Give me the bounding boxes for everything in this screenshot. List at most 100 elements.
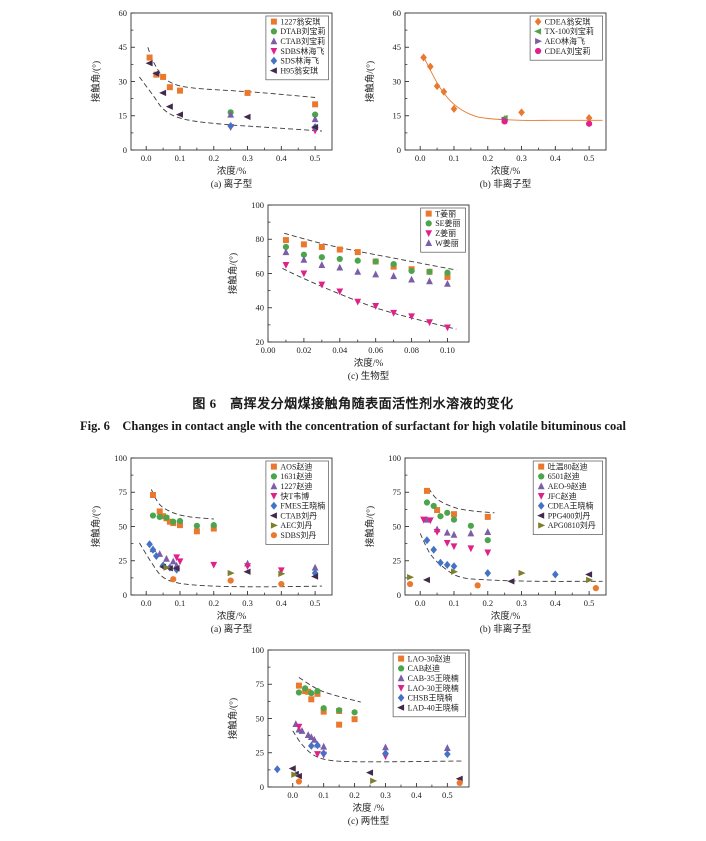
svg-text:0.2: 0.2 (349, 790, 360, 800)
svg-text:20: 20 (256, 337, 265, 347)
svg-text:0.3: 0.3 (242, 153, 253, 163)
svg-text:0: 0 (397, 145, 401, 155)
fig6a-svg: 0.0 0.1 0.2 0.3 0.4 0.5 0 15 30 45 60 浓度/% 接触角/(°) (a… (90, 8, 333, 190)
svg-text:0.08: 0.08 (404, 345, 419, 355)
panel-caption: (c) 生物型 (348, 370, 390, 382)
fit-curves (292, 677, 463, 763)
svg-text:100: 100 (251, 645, 264, 655)
series-AOS赵迪 (149, 491, 217, 535)
fig7a-chart: 0.0 0.1 0.2 0.3 0.4 0.5 0 25 50 75 100 浓度/% 接触角/(°) (… (88, 450, 344, 642)
fit-curves (419, 487, 603, 582)
panel-caption: (c) 两性型 (348, 815, 390, 827)
legend-label: AOS赵迪 (280, 461, 312, 471)
svg-text:0: 0 (123, 590, 127, 600)
svg-text:25: 25 (393, 556, 402, 566)
svg-text:75: 75 (256, 679, 265, 689)
svg-text:80: 80 (256, 234, 265, 244)
panel-caption: (b) 非离子型 (480, 623, 532, 635)
svg-text:0.1: 0.1 (449, 153, 460, 163)
fig7a-svg: 0.0 0.1 0.2 0.3 0.4 0.5 0 25 50 75 100 浓度/% 接触角/(°) (… (90, 453, 333, 635)
fig6b-svg: 0.0 0.1 0.2 0.3 0.4 0.5 0 15 30 45 60 浓度/% 接触角/(°) (b… (364, 8, 607, 190)
legend-label: CDEA翁安琪 (545, 16, 591, 26)
legend-label: 6501赵迪 (548, 471, 580, 481)
series-1227赵迪 (149, 545, 319, 571)
series-W姜丽 (282, 248, 451, 287)
axes-ticks: 0.0 0.1 0.2 0.3 0.4 0.5 0 25 50 75 100 (388, 453, 594, 608)
y-axis-label: 接触角/(°) (364, 506, 376, 547)
svg-text:75: 75 (393, 487, 402, 497)
svg-text:0.10: 0.10 (440, 345, 455, 355)
legend-label: H95翁安琪 (280, 65, 318, 75)
x-axis-label: 浓度/% (354, 357, 384, 369)
svg-text:0.1: 0.1 (449, 598, 460, 608)
svg-text:100: 100 (251, 200, 264, 210)
legend-label: CAB赵迪 (408, 663, 440, 673)
svg-text:15: 15 (393, 111, 402, 121)
series-Z姜丽 (282, 261, 451, 332)
series-CDEA翁安琪 (420, 53, 593, 124)
legend-label: CAB-35王晓楠 (408, 673, 459, 683)
axes-ticks: 0.0 0.1 0.2 0.3 0.4 0.5 0 25 50 75 100 (251, 645, 452, 800)
svg-text:30: 30 (119, 76, 128, 86)
svg-text:0.5: 0.5 (310, 153, 321, 163)
series-FMES王晓楠 (146, 540, 319, 578)
legend-label: TX-100刘宝莉 (545, 26, 594, 36)
series-CHSB王晓楠 (273, 741, 451, 774)
series-DTAB刘宝莉 (227, 109, 319, 118)
svg-text:15: 15 (119, 111, 128, 121)
legend-label: PPG400刘丹 (548, 510, 591, 520)
svg-text:0.1: 0.1 (175, 598, 186, 608)
x-axis-label: 浓度/% (491, 165, 521, 177)
panel-caption: (a) 离子型 (211, 623, 253, 635)
svg-text:50: 50 (119, 521, 128, 531)
legend-label: W姜丽 (435, 238, 459, 248)
legend-label: JFC赵迪 (548, 491, 577, 501)
svg-text:0.0: 0.0 (141, 598, 152, 608)
series-6501赵迪 (423, 499, 491, 544)
svg-text:0.3: 0.3 (516, 153, 527, 163)
fig7b-svg: 0.0 0.1 0.2 0.3 0.4 0.5 0 25 50 75 100 浓度/% 接触角/(°) (… (364, 453, 607, 635)
svg-text:0.1: 0.1 (318, 790, 329, 800)
legend-label: 1631赵迪 (280, 471, 312, 481)
svg-text:0.5: 0.5 (442, 790, 453, 800)
legend-label: T姜丽 (435, 208, 456, 218)
extra-points (406, 580, 599, 592)
series-1631赵迪 (149, 512, 217, 529)
legend-label: Z姜丽 (435, 228, 456, 238)
svg-text:50: 50 (393, 521, 402, 531)
legend-label: DTAB刘宝莉 (280, 26, 325, 36)
svg-text:0.04: 0.04 (332, 345, 348, 355)
svg-text:0.5: 0.5 (584, 598, 595, 608)
fit-curves (139, 47, 322, 132)
legend-label: LAO-30王晓楠 (408, 683, 459, 693)
fig7b-chart: 0.0 0.1 0.2 0.3 0.4 0.5 0 25 50 75 100 浓度/% 接触角/(°) (… (362, 450, 618, 642)
figure6-row-ab: 0.0 0.1 0.2 0.3 0.4 0.5 0 15 30 45 60 浓度/% 接触角/(°) (a… (0, 5, 706, 197)
svg-text:50: 50 (256, 713, 265, 723)
fig7c-svg: 0.0 0.1 0.2 0.3 0.4 0.5 0 25 50 75 100 浓度 /% 接触角/(°)… (227, 645, 470, 827)
series-LAD-40王晓楠 (288, 765, 463, 782)
legend-label: 快T韦博 (280, 491, 309, 501)
extra-points (295, 778, 463, 786)
svg-text:0.2: 0.2 (482, 153, 493, 163)
svg-text:0.3: 0.3 (242, 598, 253, 608)
series-SE姜丽 (282, 243, 451, 276)
svg-text:0.4: 0.4 (411, 790, 422, 800)
svg-text:0.5: 0.5 (584, 153, 595, 163)
svg-text:45: 45 (393, 42, 402, 52)
svg-text:0.3: 0.3 (516, 598, 527, 608)
legend-label: 1227翁安琪 (280, 16, 320, 26)
series-AEC刘丹 (163, 564, 286, 577)
y-axis-label: 接触角/(°) (90, 61, 102, 102)
svg-text:0.3: 0.3 (380, 790, 391, 800)
series-JFC赵迪 (420, 516, 492, 557)
svg-text:0: 0 (397, 590, 401, 600)
legend-label: AEC刘丹 (280, 520, 312, 530)
y-axis-label: 接触角/(°) (90, 506, 102, 547)
legend-label: SDS林海飞 (280, 56, 319, 66)
series-CAB赵迪 (295, 685, 358, 716)
panel-caption: (a) 离子型 (211, 178, 253, 190)
svg-text:45: 45 (119, 42, 128, 52)
axes-ticks: 0.0 0.1 0.2 0.3 0.4 0.5 0 25 50 75 100 (114, 453, 320, 608)
